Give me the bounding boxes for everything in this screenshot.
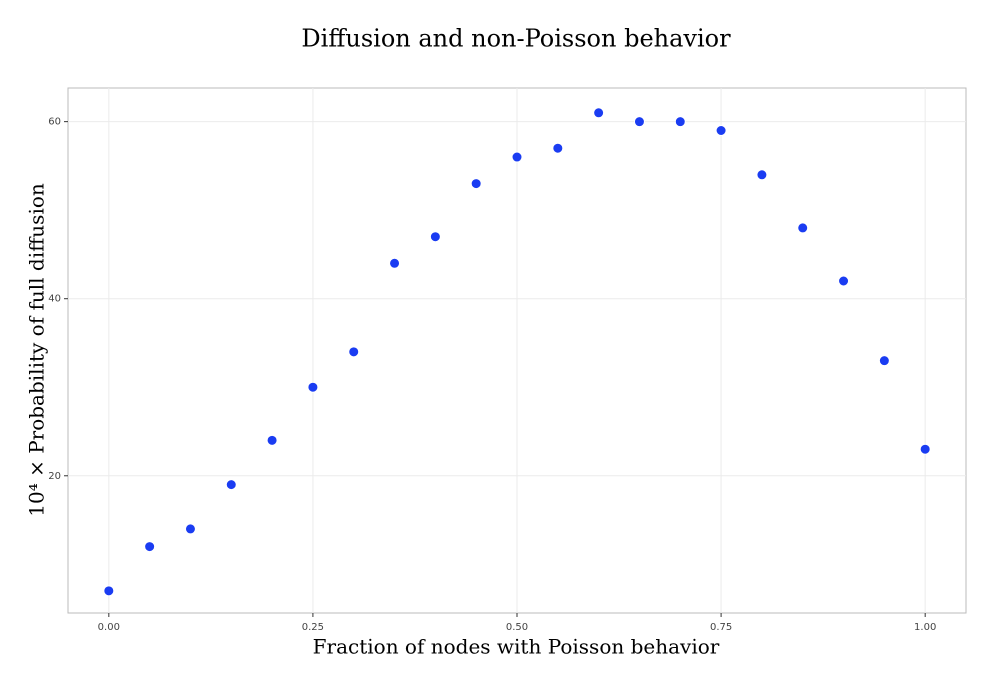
x-tick-label: 0.00 bbox=[98, 622, 120, 633]
point bbox=[797, 222, 809, 234]
y-tick-label: 20 bbox=[48, 471, 61, 482]
point bbox=[756, 169, 768, 181]
point bbox=[348, 346, 360, 358]
x-tick-label: 1.00 bbox=[914, 622, 936, 633]
x-tick-label: 0.25 bbox=[302, 622, 324, 633]
point bbox=[184, 523, 196, 535]
point bbox=[144, 541, 156, 553]
point bbox=[715, 124, 727, 136]
point bbox=[633, 116, 645, 128]
point bbox=[511, 151, 523, 163]
point bbox=[838, 275, 850, 287]
x-axis-label: Fraction of nodes with Poisson behavior bbox=[313, 635, 720, 659]
y-tick-label: 60 bbox=[48, 117, 61, 128]
point bbox=[225, 479, 237, 491]
y-axis-label: 10⁴ × Probability of full diffusion bbox=[25, 183, 49, 517]
point bbox=[552, 142, 564, 154]
point bbox=[674, 116, 686, 128]
point bbox=[103, 585, 115, 597]
point bbox=[307, 381, 319, 393]
x-tick-label: 0.75 bbox=[710, 622, 732, 633]
point bbox=[919, 443, 931, 455]
y-tick-label: 40 bbox=[48, 294, 61, 305]
point bbox=[389, 257, 401, 269]
point bbox=[593, 107, 605, 119]
chart-title: Diffusion and non-Poisson behavior bbox=[301, 25, 731, 53]
point bbox=[470, 178, 482, 190]
x-tick-label: 0.50 bbox=[506, 622, 528, 633]
point bbox=[266, 434, 278, 446]
point bbox=[878, 355, 890, 367]
point bbox=[429, 231, 441, 243]
